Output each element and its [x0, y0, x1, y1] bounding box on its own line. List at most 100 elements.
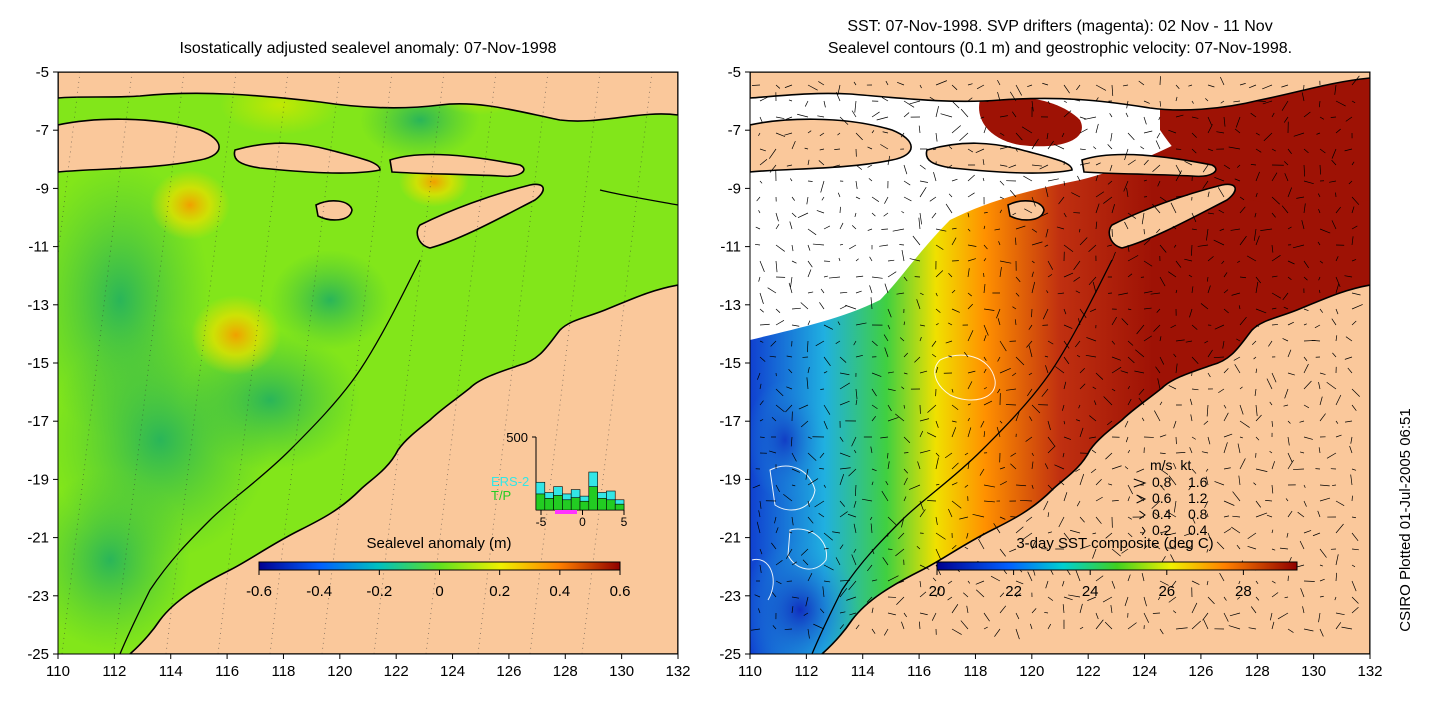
velocity-vector [854, 484, 857, 496]
velocity-vector [983, 626, 988, 630]
velocity-vector [1039, 164, 1049, 170]
velocity-vector [1089, 308, 1097, 312]
right-lat-tick-label: -13 [719, 297, 741, 314]
velocity-vector [1332, 352, 1337, 358]
velocity-vector [1126, 187, 1129, 198]
velocity-vector [1303, 323, 1307, 326]
velocity-vector [919, 612, 928, 616]
velocity-vector [903, 612, 907, 618]
velocity-vector [1206, 548, 1209, 553]
velocity-vector [999, 146, 1011, 150]
velocity-vector [1191, 324, 1198, 330]
velocity-vector [914, 356, 921, 363]
velocity-vector [758, 510, 761, 518]
velocity-vector [807, 130, 812, 134]
velocity-vector [1283, 306, 1289, 310]
velocity-vector [1127, 255, 1139, 262]
velocity-legend-ms: 0.4 [1152, 506, 1172, 522]
velocity-vector [999, 267, 1002, 278]
velocity-vector [1217, 187, 1225, 198]
velocity-vector [999, 180, 1005, 186]
velocity-vector [918, 217, 921, 230]
velocity-vector [788, 368, 793, 374]
velocity-vector [832, 531, 841, 534]
right-lon-tick-label: 116 [907, 663, 931, 680]
velocity-vector [1207, 124, 1213, 134]
velocity-vector [1075, 290, 1081, 294]
velocity-vector [1028, 372, 1033, 376]
velocity-vector [959, 516, 969, 520]
left-lon-tick-label: 114 [159, 663, 183, 680]
velocity-vector [837, 192, 841, 198]
left-axes: 110 112 114 116 118 120 122 124 126 128 130 132 -5 -7… [27, 64, 690, 680]
velocity-vector [807, 180, 813, 182]
velocity-vector [1237, 260, 1241, 263]
velocity-vector [759, 356, 766, 362]
sst-colorbar-label: 3-day SST composite (deg C) [1016, 535, 1213, 552]
velocity-vector [1277, 612, 1289, 620]
velocity-vector [1168, 271, 1177, 278]
velocity-vector [1279, 547, 1289, 550]
velocity-vector [1319, 497, 1331, 502]
velocity-vector [1021, 126, 1033, 134]
velocity-vector [1015, 356, 1025, 366]
velocity-legend-kt: 1.6 [1188, 474, 1208, 490]
velocity-vector [1088, 276, 1097, 286]
velocity-vector [1156, 132, 1161, 139]
velocity-vector [1044, 355, 1049, 358]
velocity-vector [1206, 580, 1209, 586]
velocity-vector [1335, 572, 1338, 582]
velocity-vector [1319, 578, 1325, 582]
velocity-vector [1318, 381, 1321, 390]
velocity-vector [871, 548, 875, 555]
velocity-vector [1335, 206, 1341, 214]
velocity-vector [1269, 450, 1273, 454]
velocity-vector [1234, 364, 1241, 374]
velocity-vector [1015, 612, 1020, 620]
velocity-vector [999, 340, 1007, 352]
velocity-vector [1203, 420, 1209, 425]
velocity-vector [999, 196, 1004, 199]
velocity-vector [1203, 619, 1209, 630]
velocity-vector [1143, 335, 1152, 342]
velocity-vector [1044, 463, 1049, 470]
velocity-vector [807, 84, 818, 91]
velocity-vector [1077, 175, 1081, 182]
velocity-vector [1335, 308, 1339, 315]
velocity-vector [1127, 484, 1134, 495]
velocity-vector [1047, 260, 1054, 270]
velocity-vector [1062, 404, 1065, 411]
velocity-vector [1303, 148, 1309, 154]
velocity-vector [1255, 414, 1262, 422]
velocity-vector [1204, 340, 1209, 344]
velocity-vector [1159, 100, 1162, 107]
velocity-vector [1255, 468, 1268, 472]
velocity-vector [1157, 378, 1161, 390]
velocity-vector [1026, 340, 1033, 348]
velocity-legend-arrow [1141, 526, 1146, 536]
velocity-vector [967, 83, 973, 86]
velocity-vector [880, 144, 889, 150]
velocity-vector [839, 291, 848, 294]
velocity-vector [997, 91, 1001, 102]
velocity-vector [935, 420, 939, 428]
velocity-vector [1058, 516, 1065, 528]
velocity-vector [1329, 180, 1337, 183]
velocity-vector [1347, 367, 1353, 374]
velocity-vector [823, 564, 834, 571]
velocity-vector [951, 482, 958, 486]
velocity-vector [1253, 356, 1257, 360]
velocity-vector [1232, 491, 1241, 502]
velocity-vector [1111, 548, 1121, 557]
velocity-vector [1166, 532, 1177, 536]
velocity-vector [1266, 514, 1273, 518]
velocity-legend-arrow [1133, 478, 1147, 488]
velocity-vector [1349, 445, 1353, 454]
velocity-vector [918, 621, 921, 630]
velocity-vector [1269, 401, 1273, 406]
velocity-vector [775, 84, 781, 89]
velocity-vector [1068, 594, 1081, 598]
velocity-vector [851, 554, 857, 566]
velocity-vector [1143, 130, 1153, 134]
velocity-vector [1138, 397, 1145, 406]
